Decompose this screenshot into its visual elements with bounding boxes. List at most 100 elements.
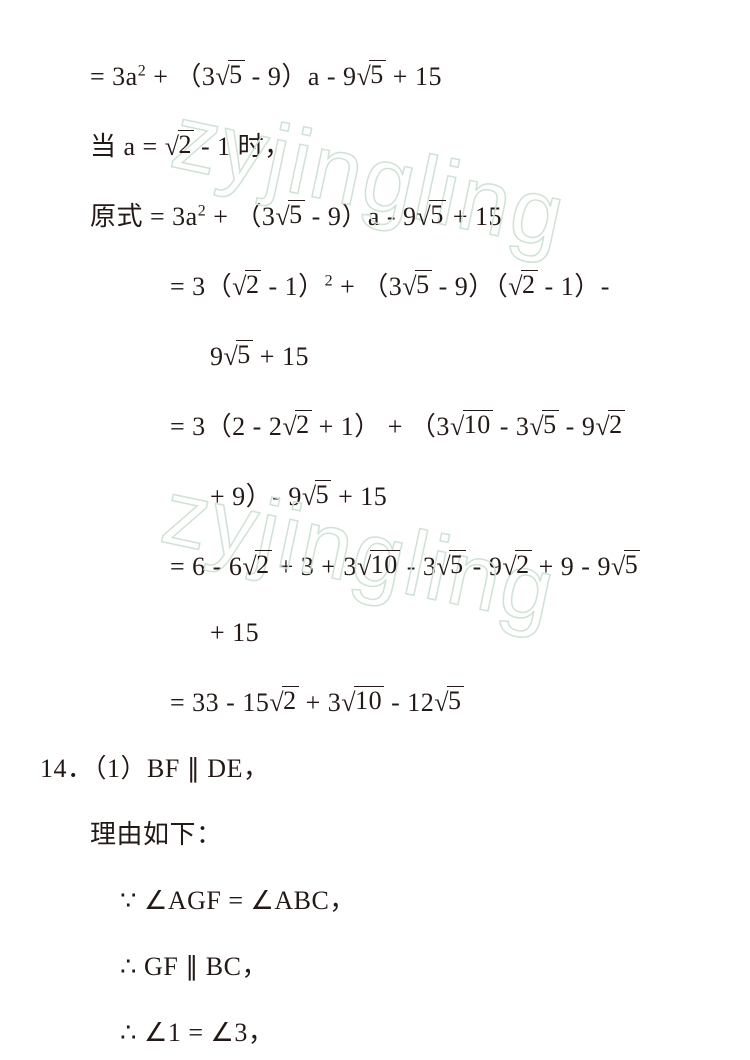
radicand: 5 bbox=[542, 410, 559, 438]
text: 14．（1）BF ∥ DE， bbox=[40, 754, 269, 783]
radicand: 5 bbox=[315, 480, 332, 508]
text: - 9）a - 9 bbox=[245, 62, 357, 91]
sqrt-icon: 5 bbox=[402, 270, 431, 300]
text: ∴ ∠1 = ∠3， bbox=[120, 1018, 274, 1047]
text: 理由如下： bbox=[90, 820, 223, 849]
text: + 3 bbox=[299, 688, 342, 717]
sqrt-icon: 2 bbox=[595, 410, 624, 440]
radicand: 2 bbox=[255, 550, 272, 578]
text: + 15 bbox=[331, 482, 387, 511]
sqrt-icon: 5 bbox=[275, 200, 304, 230]
sqrt-icon: 5 bbox=[224, 340, 253, 370]
radicand: 10 bbox=[463, 410, 493, 438]
radicand: 5 bbox=[228, 60, 245, 88]
math-line-1: = 3a2 + （35 - 9）a - 95 + 15 bbox=[90, 60, 700, 90]
text: + 1） + （3 bbox=[312, 412, 450, 441]
radicand: 2 bbox=[245, 270, 262, 298]
text: - 9）（ bbox=[432, 272, 509, 301]
radicand: 5 bbox=[369, 60, 386, 88]
text: - 1）- bbox=[538, 272, 610, 301]
radicand: 10 bbox=[354, 686, 384, 714]
text: - 3 bbox=[493, 412, 530, 441]
math-line-6: = 3（2 - 2 2 + 1） + （3 10 - 3 5 - 9 2 bbox=[170, 410, 700, 440]
text: + 15 bbox=[210, 618, 259, 647]
text: + （3 bbox=[206, 202, 275, 231]
radicand: 2 bbox=[282, 686, 299, 714]
watermark-1: zyjingling bbox=[163, 85, 575, 271]
math-line-2: 当 a = 2 - 1 时， bbox=[90, 130, 700, 160]
text: = 6 - 6 bbox=[170, 552, 242, 581]
text: - 3 bbox=[400, 552, 437, 581]
radicand: 2 bbox=[521, 270, 538, 298]
sqrt-icon: 10 bbox=[450, 410, 493, 440]
text: - 9）a - 9 bbox=[305, 202, 417, 231]
math-line-3: 原式 = 3a2 + （35 - 9）a - 95 + 15 bbox=[90, 200, 700, 230]
sqrt-icon: 2 bbox=[232, 270, 261, 300]
text: - 9 bbox=[466, 552, 503, 581]
math-line-5: 95 + 15 bbox=[210, 340, 700, 370]
text: + 15 bbox=[446, 202, 502, 231]
sqrt-icon: 2 bbox=[508, 270, 537, 300]
exp: 2 bbox=[198, 202, 207, 219]
text: + （3 bbox=[146, 62, 215, 91]
radicand: 5 bbox=[236, 340, 253, 368]
sqrt-icon: 5 bbox=[302, 480, 331, 510]
radicand: 10 bbox=[370, 550, 400, 578]
math-line-4: = 3（2 - 1）2 + （35 - 9）（2 - 1）- bbox=[170, 270, 700, 300]
text: = 3（2 - 2 bbox=[170, 412, 282, 441]
radicand: 5 bbox=[415, 270, 432, 298]
sqrt-icon: 10 bbox=[357, 550, 400, 580]
math-line-7: + 9）- 9 5 + 15 bbox=[210, 480, 700, 510]
radicand: 5 bbox=[624, 550, 641, 578]
radicand: 2 bbox=[515, 550, 532, 578]
text: = 33 - 15 bbox=[170, 688, 269, 717]
text: - 1 时， bbox=[194, 132, 291, 161]
text: + 15 bbox=[386, 62, 442, 91]
text: - 9 bbox=[559, 412, 596, 441]
exp: 2 bbox=[138, 62, 147, 79]
text: = 3（ bbox=[170, 272, 232, 301]
sqrt-icon: 5 bbox=[417, 200, 446, 230]
radicand: 2 bbox=[608, 410, 625, 438]
radicand: 5 bbox=[288, 200, 305, 228]
proof-line-1: ∵ ∠AGF = ∠ABC， bbox=[120, 888, 700, 914]
text: - 1） bbox=[261, 272, 324, 301]
sqrt-icon: 5 bbox=[215, 60, 244, 90]
sqrt-icon: 2 bbox=[269, 686, 298, 716]
text: 当 a = bbox=[90, 132, 165, 161]
text: = 3a bbox=[90, 62, 138, 91]
radicand: 5 bbox=[447, 686, 464, 714]
math-line-10: = 33 - 15 2 + 3 10 - 12 5 bbox=[170, 686, 700, 716]
question-14-heading: 14．（1）BF ∥ DE， bbox=[40, 756, 700, 782]
text: 原式 = 3a bbox=[90, 202, 198, 231]
text: + 15 bbox=[253, 342, 309, 371]
text: ∴ GF ∥ BC， bbox=[120, 952, 268, 981]
sqrt-icon: 10 bbox=[341, 686, 384, 716]
radicand: 5 bbox=[449, 550, 466, 578]
radicand: 2 bbox=[178, 130, 195, 158]
reason-label: 理由如下： bbox=[90, 822, 700, 848]
text: + 3 + 3 bbox=[272, 552, 357, 581]
sqrt-icon: 2 bbox=[242, 550, 271, 580]
sqrt-icon: 2 bbox=[502, 550, 531, 580]
text: + 9 - 9 bbox=[532, 552, 611, 581]
radicand: 2 bbox=[295, 410, 312, 438]
text: + 9）- 9 bbox=[210, 482, 302, 511]
math-line-9: + 15 bbox=[210, 620, 700, 646]
text: + （3 bbox=[333, 272, 402, 301]
math-line-8: = 6 - 6 2 + 3 + 3 10 - 3 5 - 9 2 + 9 - 9 5 bbox=[170, 550, 700, 580]
sqrt-icon: 2 bbox=[165, 130, 194, 160]
sqrt-icon: 5 bbox=[436, 550, 465, 580]
sqrt-icon: 5 bbox=[529, 410, 558, 440]
proof-line-2: ∴ GF ∥ BC， bbox=[120, 954, 700, 980]
text: ∵ ∠AGF = ∠ABC， bbox=[120, 886, 356, 915]
text: - 12 bbox=[384, 688, 434, 717]
radicand: 5 bbox=[429, 200, 446, 228]
exp: 2 bbox=[325, 272, 334, 289]
proof-line-3: ∴ ∠1 = ∠3， bbox=[120, 1020, 700, 1046]
page: zyjingling zyjingling = 3a2 + （35 - 9）a … bbox=[0, 0, 750, 1060]
sqrt-icon: 5 bbox=[611, 550, 640, 580]
sqrt-icon: 5 bbox=[357, 60, 386, 90]
text: 9 bbox=[210, 342, 224, 371]
sqrt-icon: 2 bbox=[282, 410, 311, 440]
